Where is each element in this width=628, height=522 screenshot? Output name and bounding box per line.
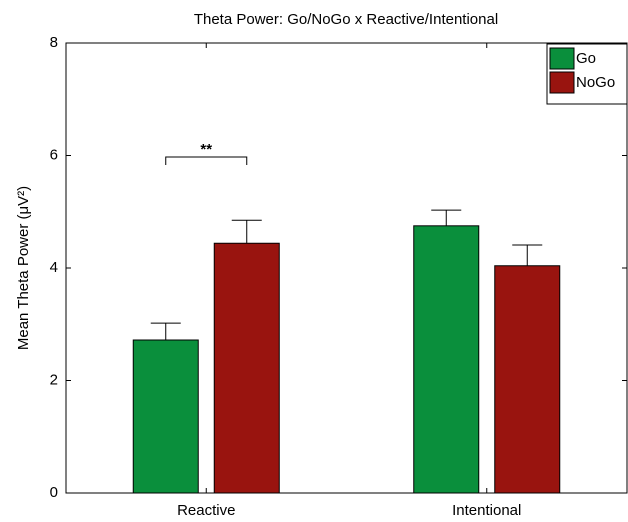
bar <box>132 339 199 494</box>
bar <box>213 242 280 494</box>
x-tick-label: Intentional <box>452 502 521 519</box>
legend-label: NoGo <box>576 74 615 91</box>
y-tick-label: 6 <box>50 146 58 163</box>
y-tick-label: 0 <box>50 484 58 501</box>
y-tick-label: 2 <box>50 371 58 388</box>
legend-swatch <box>549 71 575 94</box>
y-tick-label: 8 <box>50 34 58 51</box>
y-tick-label: 4 <box>50 259 58 276</box>
significance-bracket <box>165 156 248 165</box>
x-tick-label: Reactive <box>177 502 235 519</box>
chart-title: Theta Power: Go/NoGo x Reactive/Intentio… <box>194 11 498 28</box>
y-axis-label: Mean Theta Power (μV²) <box>15 186 32 350</box>
bar <box>413 225 480 494</box>
legend-label: Go <box>576 50 596 67</box>
legend-swatch <box>549 47 575 70</box>
bar <box>494 265 561 494</box>
annotation: ** <box>200 141 212 158</box>
